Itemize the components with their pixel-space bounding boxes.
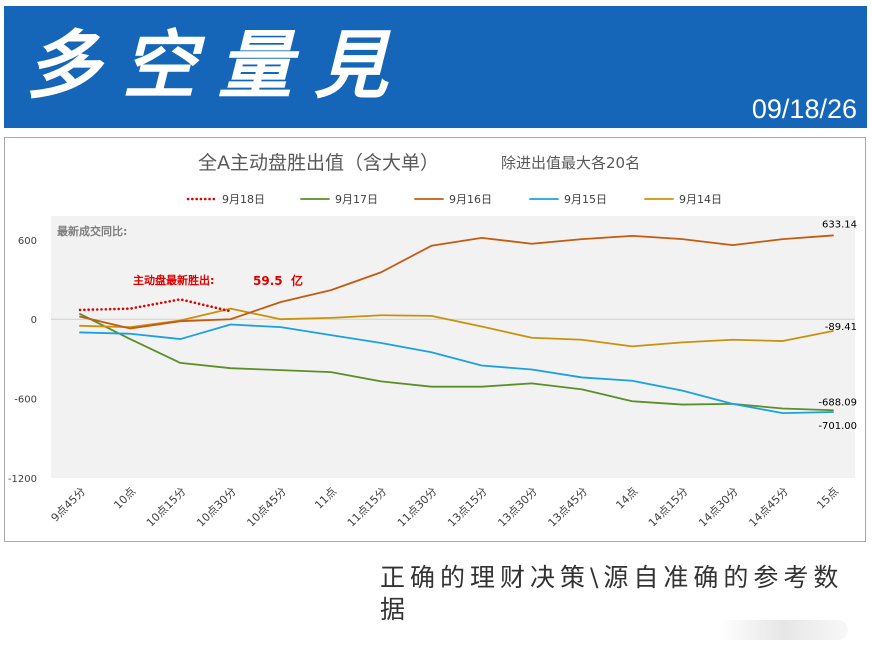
x-tick-label: 9点45分	[49, 485, 89, 525]
x-tick-label: 14点15分	[646, 485, 691, 530]
y-tick-label: 600	[18, 236, 37, 247]
legend-label: 9月14日	[679, 193, 722, 206]
x-tick-label: 14点30分	[696, 485, 741, 530]
chart-panel: 全A主动盘胜出值（含大单） 除进出值最大各20名 9月18日 9月17日 9月16日…	[4, 137, 866, 542]
series-line	[79, 234, 834, 330]
line-chart: 全A主动盘胜出值（含大单） 除进出值最大各20名 9月18日 9月17日 9月16日…	[8, 152, 857, 530]
series-line	[79, 307, 834, 348]
x-axis: 9点45分 10点 10点15分 10点30分 10点45分 11点 11点15分 11点30…	[49, 485, 842, 530]
brand-logo-text: 多空量見	[26, 23, 410, 109]
report-date: 09/18/26	[751, 94, 857, 124]
chart-title: 全A主动盘胜出值（含大单）	[198, 152, 439, 174]
legend-label: 9月17日	[335, 193, 378, 206]
plot-note: 最新成交同比:	[57, 224, 127, 238]
annotation-value: 59.5	[253, 274, 283, 288]
chart-legend: 9月18日 9月17日 9月16日 9月15日 9月14日	[186, 193, 722, 206]
x-tick-label: 10点15分	[144, 485, 189, 530]
watermark-blur	[718, 620, 848, 640]
series-line	[79, 313, 834, 412]
series-line	[78, 298, 232, 313]
series-line	[79, 323, 834, 415]
footer-slogan: 正确的理财决策\源自准确的参考数据	[380, 563, 844, 624]
x-tick-label: 14点	[613, 485, 640, 512]
x-tick-label: 11点15分	[345, 485, 390, 530]
y-axis: 600 0 -600 -1200	[8, 236, 37, 485]
series-end-label: -688.09	[818, 397, 857, 408]
series-end-label: 633.14	[822, 219, 857, 230]
series-end-label: -701.00	[818, 421, 857, 432]
y-tick-label: -1200	[8, 474, 37, 485]
x-tick-label: 11点	[312, 485, 339, 512]
x-tick-label: 10点	[111, 485, 138, 512]
x-tick-label: 13点15分	[445, 485, 490, 530]
annotation-label: 主动盘最新胜出:	[133, 273, 214, 287]
x-tick-label: 10点45分	[244, 485, 289, 530]
x-tick-label: 14点45分	[746, 485, 791, 530]
chart-subtitle: 除进出值最大各20名	[501, 154, 640, 172]
series-end-label: -89.41	[825, 322, 857, 333]
x-tick-label: 10点30分	[194, 485, 239, 530]
annotation-unit: 亿	[291, 273, 303, 288]
x-tick-label: 15点	[814, 485, 841, 512]
series-lines	[78, 234, 834, 415]
x-tick-label: 11点30分	[395, 485, 440, 530]
header-banner: 多空量見 09/18/26	[4, 6, 867, 128]
legend-label: 9月15日	[564, 193, 607, 206]
x-tick-label: 13点45分	[546, 485, 591, 530]
y-tick-label: -600	[14, 395, 37, 406]
y-tick-label: 0	[31, 315, 37, 326]
end-labels: -688.09 633.14 -701.00 -89.41	[818, 219, 857, 432]
legend-label: 9月16日	[449, 193, 492, 206]
legend-label: 9月18日	[222, 193, 265, 206]
plot-area	[51, 216, 855, 478]
x-tick-label: 13点30分	[495, 485, 540, 530]
